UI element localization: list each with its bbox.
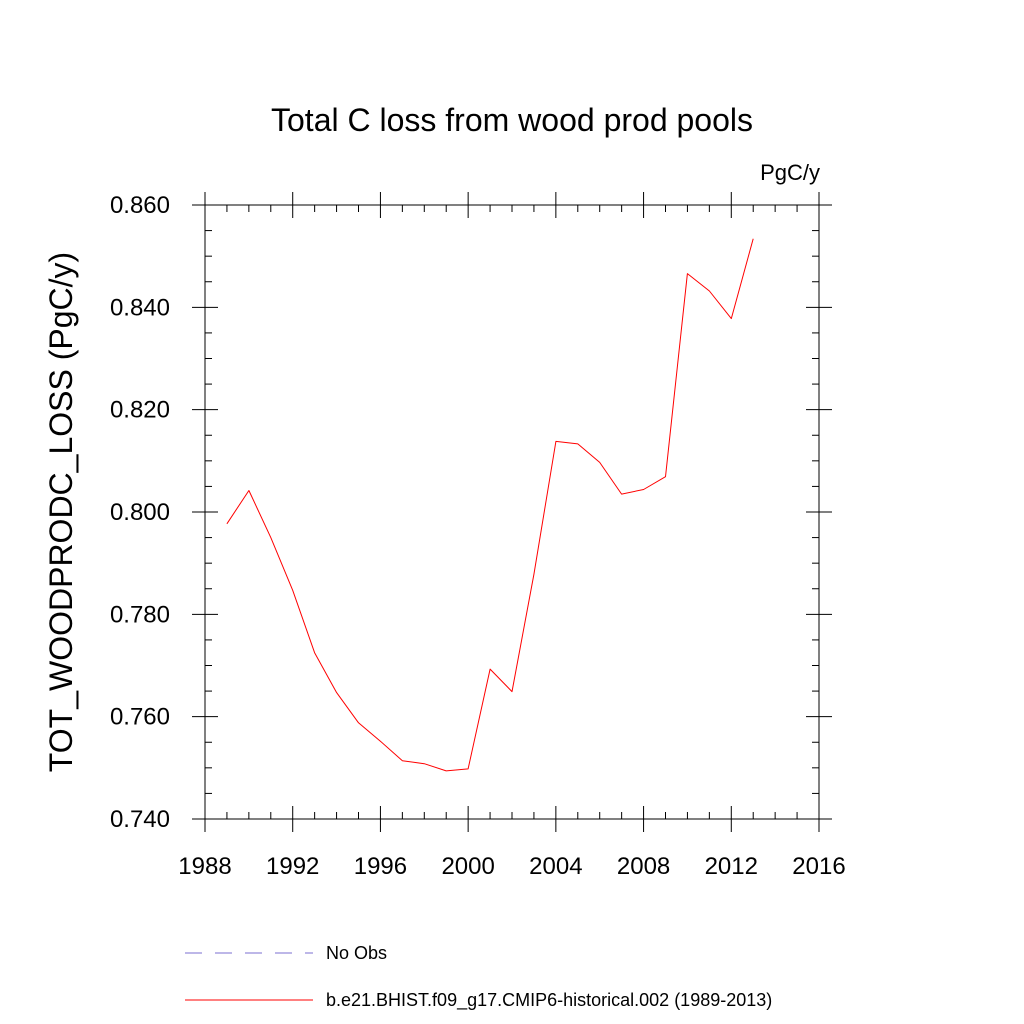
- x-tick-label: 1996: [354, 853, 407, 880]
- x-tick-label: 2016: [792, 853, 845, 880]
- y-tick-label: 0.820: [110, 397, 170, 424]
- plot-frame: [204, 204, 820, 820]
- y-tick-label: 0.860: [110, 192, 170, 219]
- series-line: [226, 238, 754, 772]
- series-lines: [226, 238, 754, 772]
- chart-title: Total C loss from wood prod pools: [271, 102, 753, 138]
- x-tick-label: 1992: [266, 853, 319, 880]
- x-tick-label: 1988: [178, 853, 231, 880]
- legend: No Obs b.e21.BHIST.f09_g17.CMIP6-histori…: [185, 943, 772, 1011]
- y-tick-label: 0.800: [110, 499, 170, 526]
- legend-label-series: b.e21.BHIST.f09_g17.CMIP6-historical.002…: [326, 990, 772, 1011]
- y-tick-label: 0.740: [110, 806, 170, 833]
- y-tick-label: 0.840: [110, 294, 170, 321]
- y-tick-label: 0.760: [110, 704, 170, 731]
- y-tick-label: 0.780: [110, 601, 170, 628]
- y-axis-label: TOT_WOODPRODC_LOSS (PgC/y): [43, 252, 79, 772]
- x-tick-label: 2008: [617, 853, 670, 880]
- legend-label-no-obs: No Obs: [326, 943, 387, 963]
- axis-tick-labels: 1988 1992 1996 2000 2004 2008 2012 2016 0.740 0.7…: [110, 192, 846, 880]
- axis-ticks: [192, 192, 832, 832]
- units-label: PgC/y: [760, 160, 820, 185]
- x-tick-label: 2004: [529, 853, 582, 880]
- x-tick-label: 2000: [441, 853, 494, 880]
- x-tick-label: 2012: [705, 853, 758, 880]
